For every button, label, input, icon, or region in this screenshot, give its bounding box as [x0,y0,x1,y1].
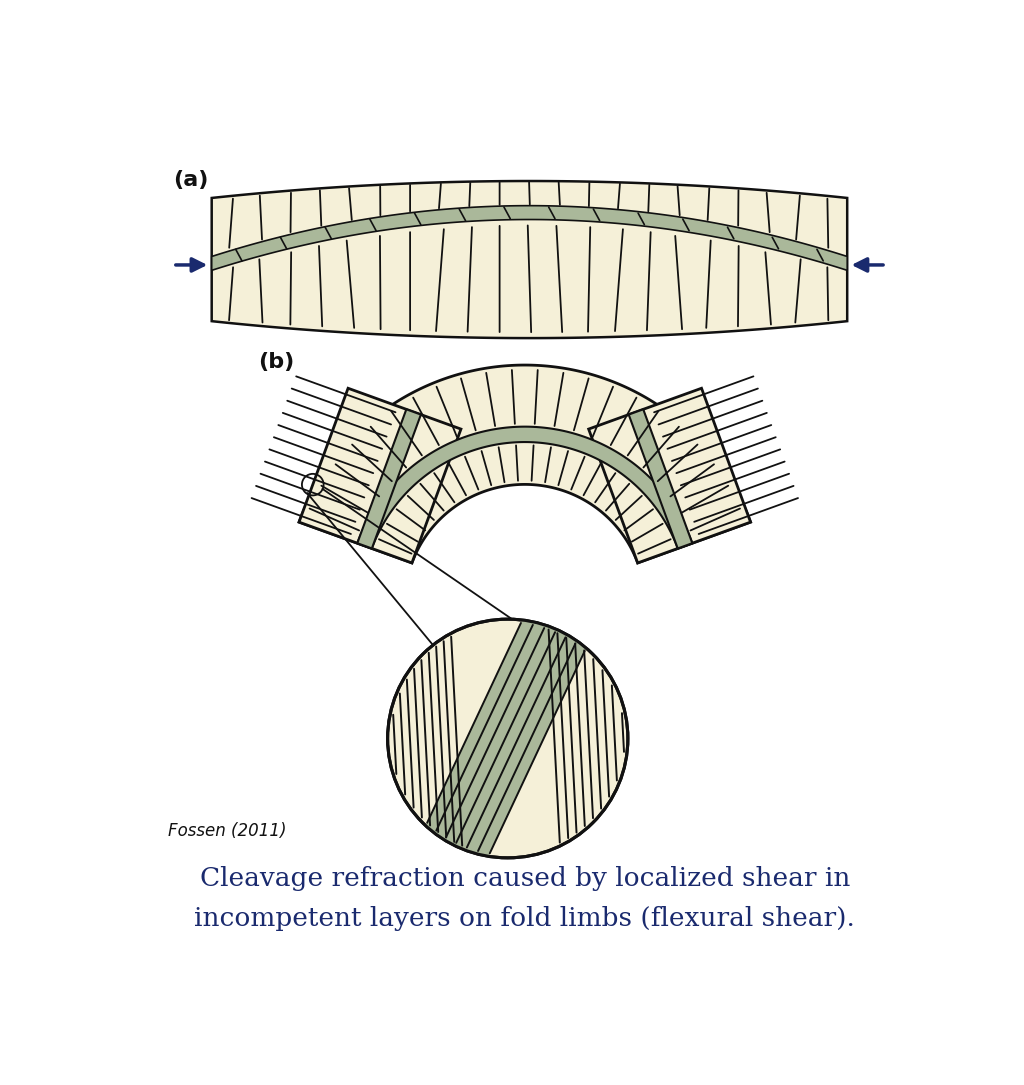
Text: (b): (b) [258,352,295,372]
Text: Fossen (2011): Fossen (2011) [168,821,287,840]
Text: incompetent layers on fold limbs (flexural shear).: incompetent layers on fold limbs (flexur… [195,906,855,931]
Polygon shape [299,365,751,563]
Text: Cleavage refraction caused by localized shear in: Cleavage refraction caused by localized … [200,866,850,891]
Polygon shape [212,206,847,270]
Polygon shape [299,388,461,563]
Text: (a): (a) [173,170,208,190]
Polygon shape [589,388,751,563]
Polygon shape [629,409,692,548]
Polygon shape [357,426,692,548]
Circle shape [388,620,628,858]
Polygon shape [357,409,421,548]
Polygon shape [212,181,847,339]
Polygon shape [402,570,609,906]
